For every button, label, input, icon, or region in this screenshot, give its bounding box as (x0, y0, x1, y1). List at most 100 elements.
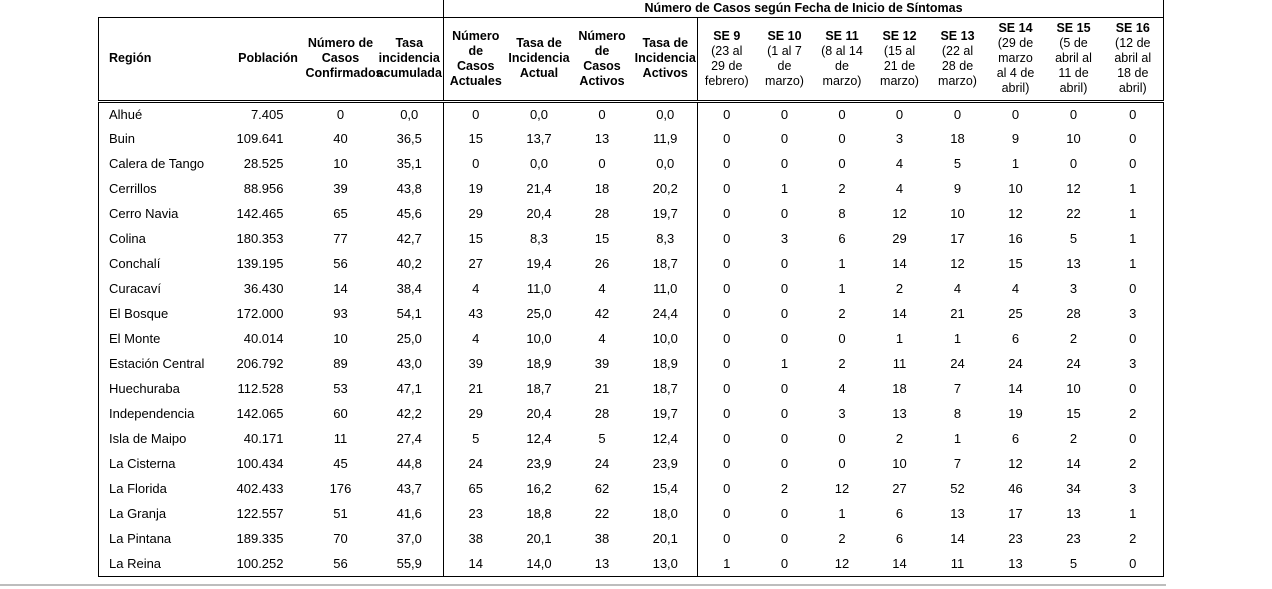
cell-tasa-incidencia-actual: 20,4 (526, 206, 552, 221)
cell-se-12: 18 (892, 381, 907, 396)
region-name: Calera de Tango (98, 151, 231, 176)
cell-se-15: 0 (1069, 106, 1078, 122)
cell-se-16: 0 (1102, 101, 1165, 126)
cell-se-13: 13 (950, 506, 965, 521)
cell-se-12: 4 (895, 156, 904, 171)
cell-se-10: 0 (780, 406, 789, 421)
cell-tasa-incidencia-activos: 19,7 (652, 206, 678, 221)
cell-se-13: 17 (950, 231, 965, 246)
cell-casos-actuales: 4 (443, 326, 508, 351)
cell-casos-activos: 28 (594, 406, 610, 421)
cell-casos-actuales: 21 (443, 376, 508, 401)
cell-casos-confirmados: 14 (333, 281, 348, 296)
cell-se-11: 2 (838, 181, 846, 196)
week-label: SE 13 (940, 28, 975, 43)
cell-tasa-incidencia-acumulada: 38,4 (396, 281, 422, 296)
region-name: Curacaví (98, 276, 231, 301)
cell-se-15: 3 (1069, 281, 1078, 296)
cell-se-12: 14 (870, 551, 929, 577)
region-name: El Bosque (98, 301, 231, 326)
week-date-range: (1 al 7 de marzo) (765, 43, 804, 88)
cell-se-10: 0 (780, 431, 789, 446)
cell-poblacion: 122.557 (236, 506, 284, 521)
table-row: La Cisterna 100.434 45 44,8 24 23,9 24 23,9 0 0 0 1… (98, 451, 1165, 476)
cell-casos-actuales: 38 (443, 526, 508, 551)
cell-se-12: 29 (892, 231, 907, 246)
cell-se-16: 3 (1102, 476, 1165, 501)
cell-tasa-incidencia-activos: 18,0 (652, 506, 678, 521)
cell-se-12: 2 (895, 431, 904, 446)
cell-casos-confirmados: 0 (336, 106, 345, 122)
cell-se-16: 3 (1102, 301, 1165, 326)
column-header-tasa-incidencia-actual: Tasa de Incidencia Actual (507, 17, 571, 103)
cell-casos-confirmados: 176 (329, 481, 352, 496)
cell-se-12: 14 (892, 306, 907, 321)
cell-poblacion: 88.956 (243, 181, 284, 196)
cell-se-9: 1 (697, 551, 756, 577)
table-row: La Reina 100.252 56 55,9 14 14,0 13 13,0 1 0 12 14 1… (98, 551, 1165, 577)
cell-casos-actuales: 29 (443, 401, 508, 426)
cell-se-14: 16 (1008, 231, 1023, 246)
cell-tasa-incidencia-acumulada: 43,8 (396, 181, 422, 196)
span-header-title: Número de Casos según Fecha de Inicio de… (442, 0, 1165, 18)
cell-se-9: 0 (697, 501, 756, 526)
region-name: Independencia (98, 401, 231, 426)
cell-casos-actuales: 15 (443, 126, 508, 151)
column-header-se-15: SE 15 (5 de abril al 11 de abril) (1044, 17, 1103, 103)
table-row: La Granja 122.557 51 41,6 23 18,8 22 18,0 0 0 1 6 13… (98, 501, 1165, 526)
cell-se-12: 1 (895, 331, 904, 346)
cell-tasa-incidencia-actual: 16,2 (526, 481, 552, 496)
cell-casos-activos: 0 (598, 156, 606, 171)
cell-tasa-incidencia-activos: 19,7 (652, 406, 678, 421)
week-label: SE 14 (998, 21, 1033, 35)
cell-se-10: 0 (780, 506, 789, 521)
cases-by-region-table: Número de Casos según Fecha de Inicio de… (98, 0, 1165, 577)
cell-casos-confirmados: 56 (333, 256, 348, 271)
cell-se-9: 0 (697, 426, 756, 451)
cell-se-11: 4 (838, 381, 846, 396)
region-name: Colina (98, 226, 231, 251)
cell-se-13: 1 (953, 431, 962, 446)
cell-se-14: 19 (1008, 406, 1023, 421)
region-name: La Reina (98, 551, 231, 577)
cell-se-9: 0 (697, 401, 756, 426)
cell-poblacion: 180.353 (236, 231, 284, 246)
cell-casos-confirmados: 45 (333, 456, 348, 471)
span-header-spacer (98, 0, 444, 18)
cell-se-9: 0 (697, 176, 756, 201)
column-header-se-10: SE 10 (1 al 7 de marzo) (755, 17, 814, 103)
cell-se-11: 0 (838, 156, 846, 171)
cell-casos-actuales: 39 (443, 351, 508, 376)
cell-tasa-incidencia-actual: 14,0 (507, 551, 571, 577)
cell-tasa-incidencia-activos: 24,4 (652, 306, 678, 321)
bottom-edge-line (0, 584, 1166, 586)
cell-se-12: 13 (892, 406, 907, 421)
cell-se-10: 2 (780, 481, 789, 496)
cell-se-11: 3 (838, 406, 846, 421)
cell-se-14: 24 (1008, 356, 1023, 371)
week-label: SE 11 (825, 28, 859, 43)
cell-se-15: 2 (1069, 331, 1078, 346)
cell-tasa-incidencia-activos: 0,0 (656, 106, 675, 122)
cell-se-16: 2 (1102, 401, 1165, 426)
cell-se-14: 25 (1008, 306, 1023, 321)
region-name: Isla de Maipo (98, 426, 231, 451)
cell-se-13: 12 (950, 256, 965, 271)
cell-se-16: 2 (1102, 526, 1165, 551)
cell-casos-actuales: 0 (443, 151, 508, 176)
cell-se-14: 15 (1008, 256, 1023, 271)
cell-casos-confirmados: 77 (333, 231, 348, 246)
cell-se-15: 13 (1066, 256, 1081, 271)
column-header-se-12: SE 12 (15 al 21 de marzo) (870, 17, 929, 103)
cell-se-16: 1 (1102, 501, 1165, 526)
cell-se-15: 13 (1066, 506, 1081, 521)
cell-tasa-incidencia-acumulada: 42,2 (396, 406, 422, 421)
cell-tasa-incidencia-activos: 15,4 (652, 481, 678, 496)
cell-se-11: 1 (838, 256, 846, 271)
cell-tasa-incidencia-activos: 8,3 (656, 231, 675, 246)
cell-se-9: 0 (697, 101, 756, 126)
cell-tasa-incidencia-acumulada: 35,1 (396, 156, 422, 171)
cell-se-13: 18 (950, 131, 965, 146)
cell-tasa-incidencia-acumulada: 43,0 (396, 356, 422, 371)
